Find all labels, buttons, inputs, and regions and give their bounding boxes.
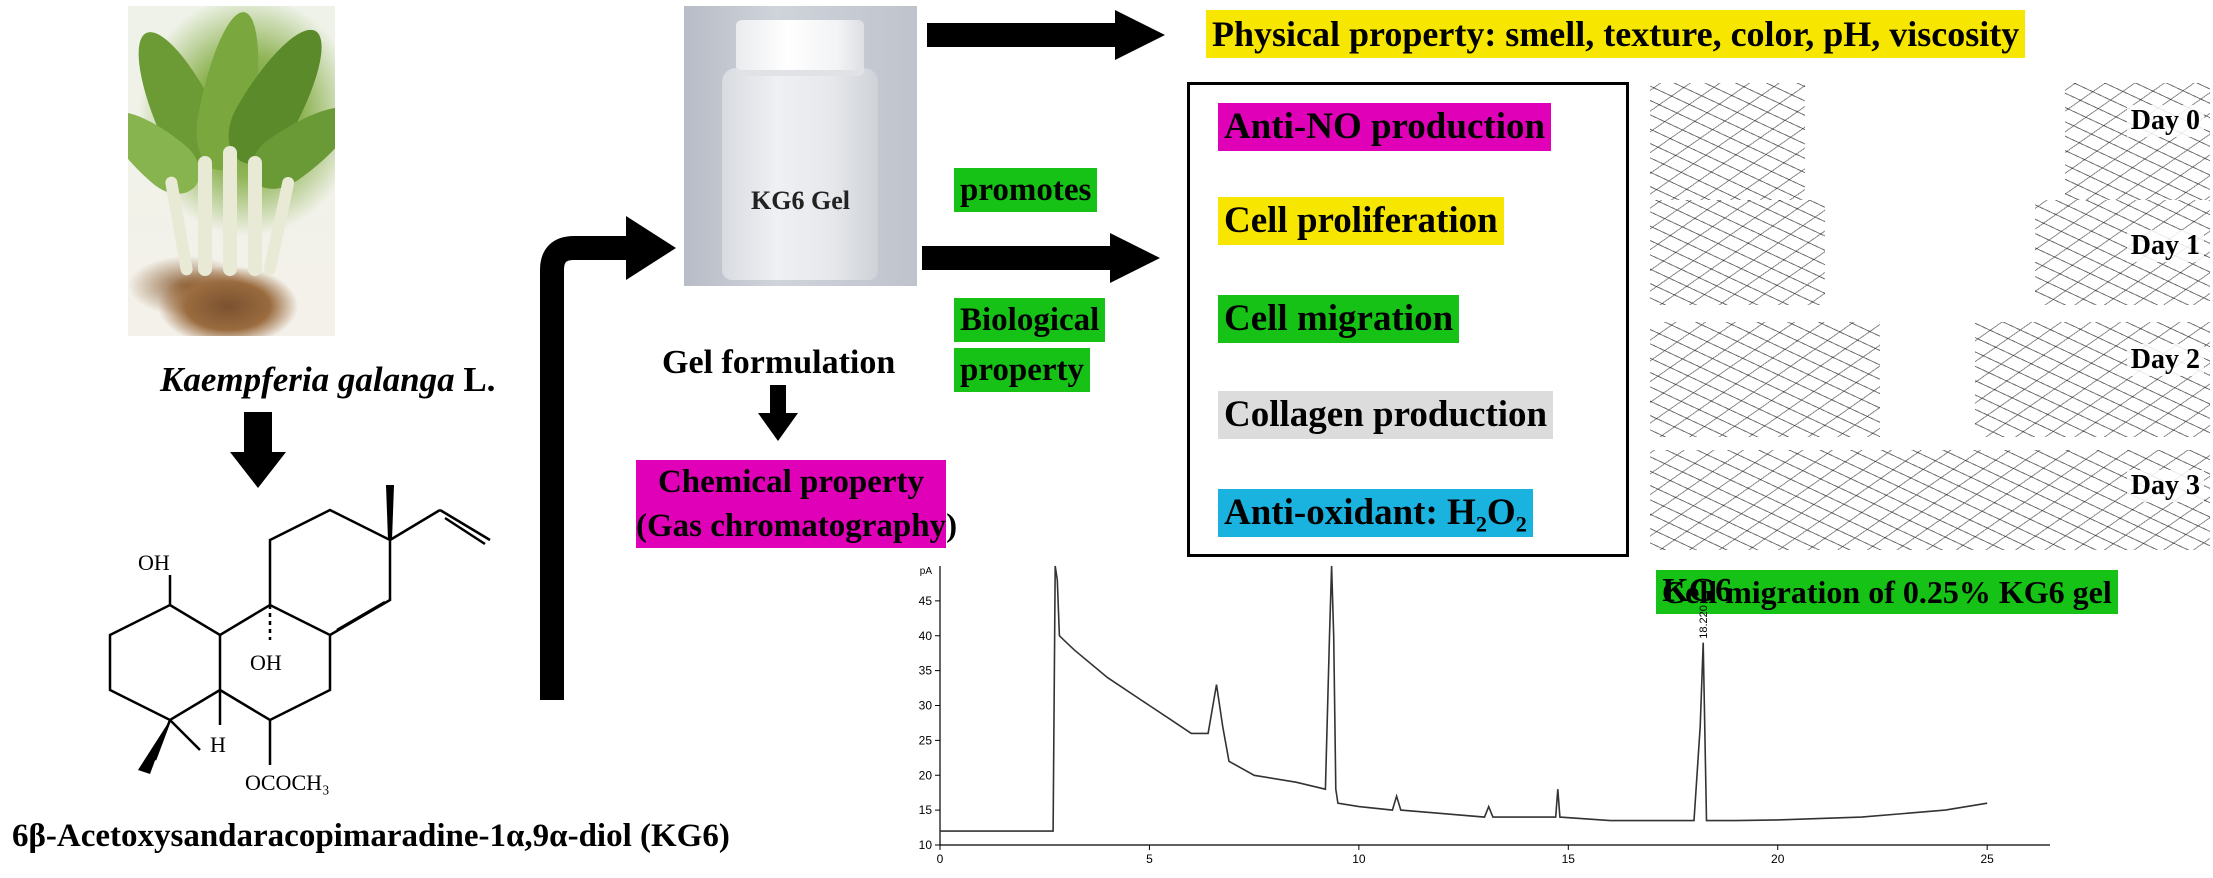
x-tick-label: 20 — [1771, 852, 1785, 866]
promotes-label: promotes — [954, 168, 1098, 212]
plant-name: Kaempferia galanga L. — [160, 360, 495, 400]
chemical-line1: Chemical property — [657, 464, 925, 500]
right-arrow-physical-icon — [927, 10, 1165, 60]
day2-label: Day 2 — [2126, 344, 2204, 376]
ester-label: OCOCH₃ — [245, 770, 330, 795]
migration-panel-day1: Day 1 — [1650, 200, 2210, 305]
biological-line2: property — [954, 348, 1091, 392]
y-tick-label: 45 — [919, 594, 933, 608]
y-tick-label: 10 — [919, 838, 933, 852]
physical-property-label: Physical property: smell, texture, color… — [1206, 10, 2026, 58]
day3-label: Day 3 — [2126, 470, 2204, 502]
effect-cell-migration: Cell migration — [1218, 295, 1460, 343]
effect-cell-proliferation: Cell proliferation — [1218, 197, 1504, 245]
small-down-arrow-icon — [758, 385, 798, 441]
jar-label: KG6 Gel — [751, 186, 850, 215]
jar-body — [722, 68, 878, 280]
peak-label-kg6: KG6 — [1662, 572, 1732, 609]
jar-cap — [736, 20, 864, 76]
migration-panel-day3: Day 3 — [1650, 450, 2210, 550]
biological-line1: Biological — [954, 298, 1106, 342]
y-tick-label: 20 — [919, 768, 933, 782]
y-tick-label: 35 — [919, 664, 933, 678]
effect-anti-oxidant: Anti-oxidant: H₂O₂ — [1218, 489, 1533, 537]
effect-anti-no: Anti-NO production — [1218, 103, 1552, 151]
compound-name: 6β-Acetoxysandaracopimaradine-1α,9α-diol… — [12, 818, 730, 854]
y-tick-label: 25 — [919, 733, 933, 747]
y-tick-label: 15 — [919, 803, 933, 817]
y-axis-label: pA — [920, 566, 933, 577]
oh-top-label: OH — [138, 550, 170, 575]
x-tick-label: 25 — [1980, 852, 1994, 866]
kg6-gel-jar-photo: KG6 Gel — [684, 6, 917, 286]
h-label: H — [210, 732, 226, 757]
kg6-chemical-structure: OH OH H OCOCH₃ — [108, 485, 491, 795]
day1-label: Day 1 — [2126, 230, 2204, 262]
effect-collagen: Collagen production — [1218, 391, 1554, 439]
down-arrow-icon — [230, 412, 286, 488]
biological-effects-box: Anti-NO production Cell proliferation Ce… — [1187, 82, 1629, 557]
x-tick-label: 15 — [1562, 852, 1576, 866]
right-arrow-biological-icon — [922, 233, 1160, 283]
peak-retention-time: 18.220 — [1698, 605, 1710, 639]
x-tick-label: 0 — [937, 852, 944, 866]
kaempferia-plant-photo — [128, 6, 335, 336]
curved-arrow-icon — [540, 216, 676, 700]
plant-name-suffix: L. — [454, 360, 496, 399]
chemical-property-label: Chemical property (Gas chromatography) — [636, 460, 958, 548]
migration-caption: Cell migration of 0.25% KG6 gel — [1656, 570, 2118, 614]
x-tick-label: 5 — [1146, 852, 1153, 866]
oh-mid-label: OH — [250, 650, 282, 675]
migration-panel-day2: Day 2 — [1650, 322, 2210, 437]
gel-formulation-label: Gel formulation — [662, 344, 896, 381]
x-tick-label: 10 — [1352, 852, 1366, 866]
y-tick-label: 30 — [919, 699, 933, 713]
migration-panel-day0: Day 0 — [1650, 83, 2210, 208]
plant-name-italic: Kaempferia galanga — [160, 360, 455, 399]
gc-trace-line — [940, 565, 1988, 832]
chemical-line2: (Gas chromatography) — [636, 508, 958, 544]
y-tick-label: 40 — [919, 629, 933, 643]
day0-label: Day 0 — [2126, 105, 2204, 137]
